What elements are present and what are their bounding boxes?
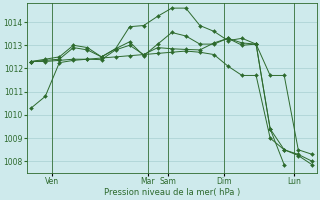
X-axis label: Pression niveau de la mer( hPa ): Pression niveau de la mer( hPa ) bbox=[104, 188, 240, 197]
